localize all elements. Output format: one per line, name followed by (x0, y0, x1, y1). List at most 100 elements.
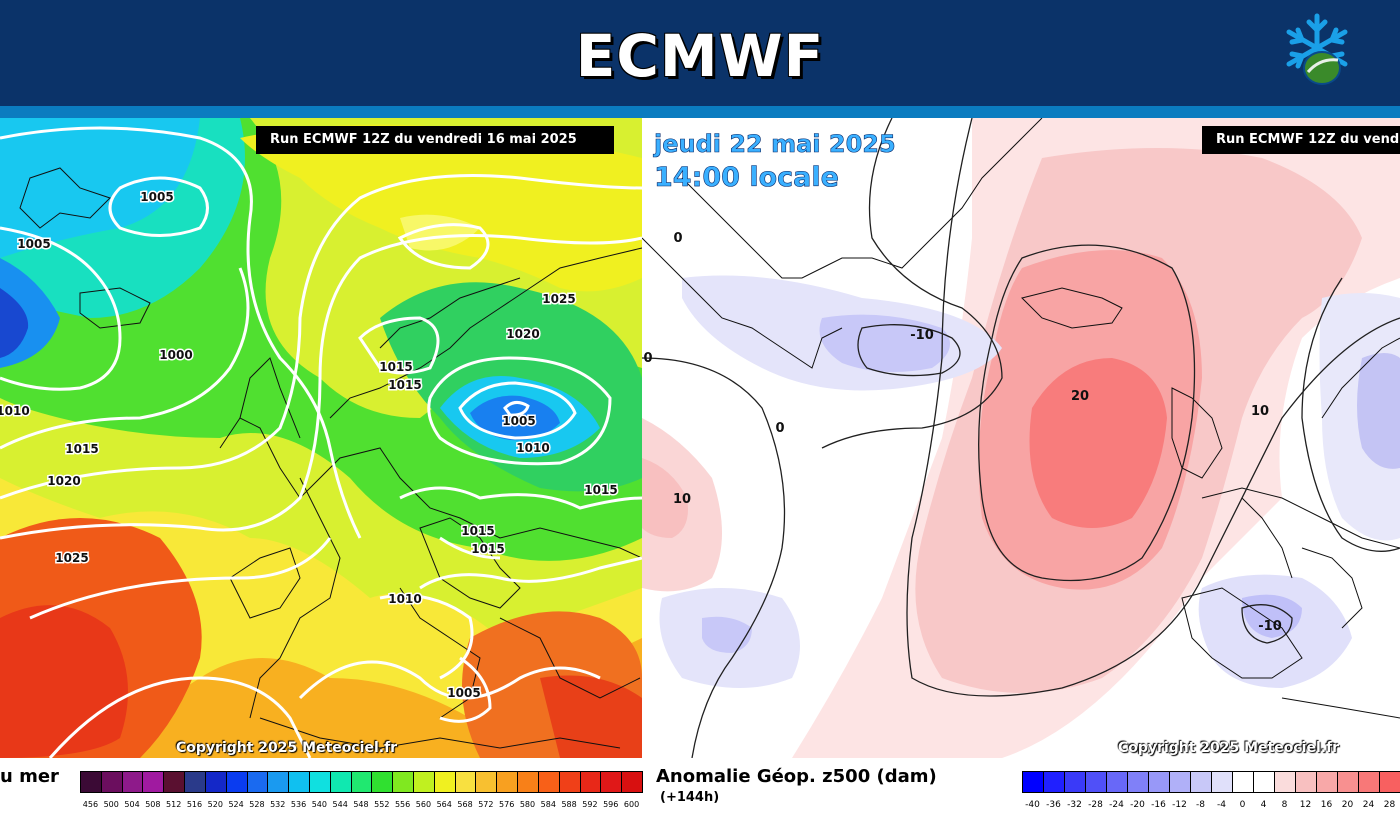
left-scale-tick-label: 584 (540, 800, 556, 809)
left-scale-tick-label: 592 (582, 800, 598, 809)
isobar-label: 1020 (47, 474, 80, 488)
left-scale-swatch (392, 771, 414, 793)
isobar-label: 1015 (461, 524, 494, 538)
run-label: Run ECMWF 12Z du vendredi 16 mai 2025 (1202, 126, 1400, 154)
left-scale-swatch (496, 771, 519, 793)
contour-label: 0 (673, 231, 682, 246)
left-scale-tick-label: 520 (207, 800, 223, 809)
right-scale-tick-label: 0 (1239, 800, 1246, 810)
left-scale-swatch (100, 771, 123, 793)
contour-label: 10 (1251, 404, 1269, 419)
left-scale-tick-label: 596 (603, 800, 619, 809)
left-scale-tick-label: 564 (436, 800, 452, 809)
right-scale-swatch (1022, 771, 1044, 793)
right-scale-tick-label: 20 (1341, 800, 1354, 810)
right-scale-tick-label: -8 (1196, 800, 1205, 810)
right-scale-swatch (1316, 771, 1338, 793)
right-scale-swatch (1043, 771, 1065, 793)
left-scale-swatch (246, 771, 269, 793)
contour-label: 0 (643, 351, 652, 366)
isobar-label: 1010 (516, 441, 549, 455)
left-scale-tick-label: 536 (290, 800, 307, 809)
isobar-label: 1015 (65, 442, 98, 456)
forecast-time: 14:00 locale (654, 162, 840, 194)
left-legend-label: u mer (0, 766, 59, 787)
left-scale-tick-label: 572 (478, 800, 494, 809)
left-scale-tick-label: 456 (82, 800, 99, 809)
right-scale-swatch (1148, 771, 1170, 793)
right-scale-tick-label: 16 (1320, 800, 1333, 810)
right-scale-tick-label: -16 (1151, 800, 1166, 810)
left-scale-tick-label: 576 (499, 800, 515, 809)
left-scale-tick-label: 556 (394, 800, 411, 809)
right-scale-swatch (1253, 771, 1275, 793)
right-legend-sublabel: (+144h) (660, 790, 720, 805)
isobar-label: 1015 (379, 360, 412, 374)
isobar-label: 1020 (506, 327, 539, 341)
left-scale-swatch (225, 771, 248, 793)
right-scale-swatch (1106, 771, 1128, 793)
left-scale-tick-label: 548 (353, 800, 369, 809)
anomaly-map: 0 0 -10 0 10 20 10 -10 (642, 118, 1400, 758)
right-scale-ticks: -40 -36 -32 -28 -24 -20 -16 -12 -8 -4 0 4 8 12 16 20 24 2… (1022, 800, 1400, 810)
isobar-label: 1005 (17, 237, 50, 251)
isobar-label: 1005 (502, 414, 535, 428)
isobar-label: 1015 (388, 378, 421, 392)
right-scale-swatch (1169, 771, 1191, 793)
right-color-scale (1022, 771, 1400, 793)
right-scale-swatch (1232, 771, 1254, 793)
left-scale-tick-label: 568 (457, 800, 473, 809)
left-scale-swatch (600, 771, 623, 793)
right-scale-tick-label: -36 (1046, 800, 1061, 810)
left-scale-tick-label: 544 (332, 800, 348, 809)
left-scale-tick-label: 504 (124, 800, 140, 809)
left-scale-swatch (413, 771, 435, 793)
forecast-date: jeudi 22 mai 2025 (654, 130, 896, 159)
left-scale-swatch (267, 771, 290, 793)
left-scale-tick-label: 512 (166, 800, 182, 809)
right-scale-tick-label: 12 (1299, 800, 1312, 810)
isobar-label: 1005 (447, 686, 480, 700)
right-scale-swatch (1127, 771, 1149, 793)
left-scale-tick-label: 528 (249, 800, 265, 809)
left-scale-tick-label: 532 (270, 800, 286, 809)
left-map-panel: 1005 1005 1000 1010 1015 1020 1025 1025 … (0, 118, 642, 758)
right-scale-swatch (1295, 771, 1317, 793)
isobar-label: 1025 (542, 292, 575, 306)
right-scale-swatch (1085, 771, 1107, 793)
right-scale-tick-label: 8 (1281, 800, 1288, 810)
left-scale-tick-label: 588 (561, 800, 577, 809)
right-scale-tick-label: -24 (1109, 800, 1124, 810)
left-scale-tick-label: 580 (519, 800, 536, 809)
right-scale-swatch (1274, 771, 1296, 793)
left-scale-swatch (371, 771, 394, 793)
left-scale-swatch (537, 771, 560, 793)
right-legend-label: Anomalie Géop. z500 (dam) (656, 766, 937, 787)
contour-label: -10 (910, 328, 934, 343)
isobar-label: 1025 (55, 551, 88, 565)
left-scale-swatch (517, 771, 539, 793)
copyright-label: Copyright 2025 Meteociel.fr (176, 740, 398, 756)
right-scale-tick-label: -12 (1172, 800, 1187, 810)
isobar-label: 1010 (0, 404, 30, 418)
contour-label: 10 (673, 492, 691, 507)
left-scale-tick-label: 508 (145, 800, 161, 809)
left-scale-swatch (308, 771, 331, 793)
right-scale-tick-label: -40 (1025, 800, 1040, 810)
right-scale-swatch (1064, 771, 1086, 793)
snowflake-logo-icon (1286, 13, 1348, 85)
left-scale-swatch (558, 771, 581, 793)
left-scale-tick-label: 552 (374, 800, 390, 809)
left-scale-swatch (454, 771, 477, 793)
isobar-label: 1010 (388, 592, 421, 606)
contour-label: -10 (1258, 619, 1282, 634)
left-scale-tick-label: 524 (228, 800, 244, 809)
right-scale-tick-label: -20 (1130, 800, 1145, 810)
left-scale-swatch (350, 771, 373, 793)
left-scale-swatch (433, 771, 456, 793)
left-scale-tick-label: 560 (415, 800, 432, 809)
left-scale-tick-label: 516 (186, 800, 203, 809)
left-scale-tick-label: 500 (103, 800, 119, 809)
copyright-label: Copyright 2025 Meteociel.fr (1118, 740, 1340, 756)
run-label: Run ECMWF 12Z du vendredi 16 mai 2025 (256, 126, 614, 154)
